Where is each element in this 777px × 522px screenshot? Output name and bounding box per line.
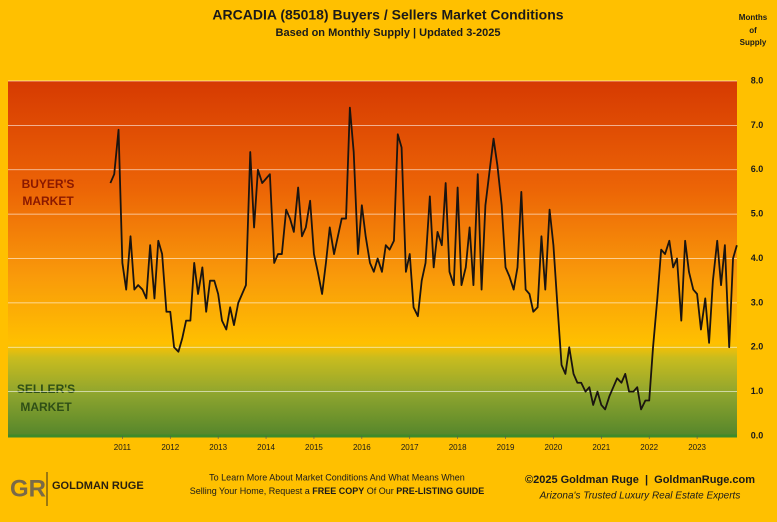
x-tick-label: 2012	[161, 443, 179, 452]
x-tick-label: 2013	[209, 443, 227, 452]
y-tick-label: 0.0	[751, 430, 764, 440]
y-tick-label: 7.0	[751, 120, 764, 130]
y-tick-label: 5.0	[751, 209, 764, 219]
copyright: ©2025 Goldman Ruge | GoldmanRuge.com	[525, 474, 755, 486]
footer: GR GOLDMAN RUGE To Learn More About Mark…	[10, 472, 755, 506]
x-tick-label: 2019	[497, 443, 515, 452]
x-tick-label: 2022	[640, 443, 658, 452]
x-tick-label: 2018	[449, 443, 467, 452]
zone-label: SELLER'S	[17, 382, 75, 396]
x-tick-label: 2011	[114, 443, 132, 452]
tagline: Arizona's Trusted Luxury Real Estate Exp…	[539, 491, 741, 502]
cta-part: PRE-LISTING GUIDE	[396, 486, 484, 496]
cta-part: Of Our	[364, 486, 396, 496]
zone-label: BUYER'S	[22, 177, 75, 191]
y-tick-label: 2.0	[751, 342, 764, 352]
y-axis-label: Supply	[740, 38, 767, 47]
cta-text: To Learn More About Market Conditions An…	[209, 472, 465, 482]
chart-subtitle: Based on Monthly Supply | Updated 3-2025	[276, 27, 501, 39]
y-axis-label: Months	[739, 13, 768, 22]
y-tick-label: 4.0	[751, 253, 764, 263]
x-tick-label: 2014	[257, 443, 275, 452]
x-tick-label: 2015	[305, 443, 323, 452]
logo-mark: GR	[10, 475, 46, 502]
chart-title: ARCADIA (85018) Buyers / Sellers Market …	[212, 7, 563, 23]
x-tick-label: 2020	[545, 443, 563, 452]
cta-part: Selling Your Home, Request a	[190, 486, 313, 496]
y-tick-label: 6.0	[751, 164, 764, 174]
y-tick-label: 8.0	[751, 75, 764, 85]
zone-label: MARKET	[22, 194, 74, 208]
x-tick-label: 2016	[353, 443, 371, 452]
y-tick-label: 1.0	[751, 386, 764, 396]
data-line	[109, 106, 738, 411]
y-tick-label: 3.0	[751, 297, 764, 307]
logo-name: GOLDMAN RUGE	[52, 480, 144, 492]
cta-text: Selling Your Home, Request a FREE COPY O…	[190, 486, 485, 496]
zone-label: MARKET	[20, 400, 72, 414]
x-tick-label: 2023	[688, 443, 706, 452]
x-tick-label: 2021	[592, 443, 610, 452]
x-tick-label: 2017	[401, 443, 419, 452]
cta-part: FREE COPY	[312, 486, 364, 496]
y-axis-label: of	[749, 26, 757, 35]
